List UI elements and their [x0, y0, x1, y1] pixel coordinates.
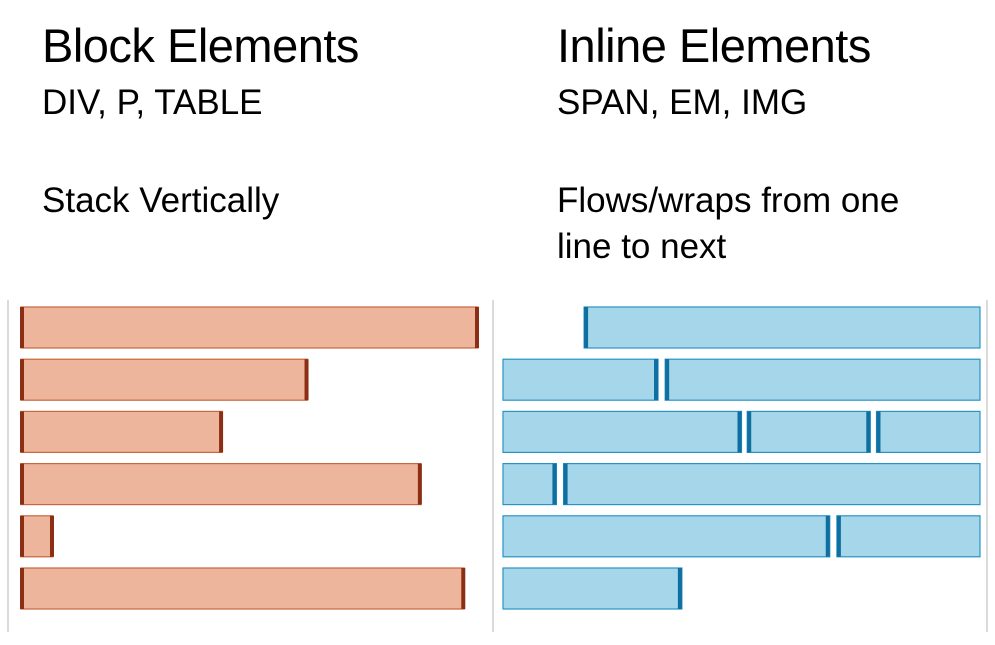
inline-description-line-1: Flows/wraps from one — [557, 181, 900, 220]
block-bar-start-marker — [20, 411, 24, 453]
inline-segment — [502, 515, 831, 558]
block-bar-start-marker — [20, 515, 24, 557]
inline-segment-end-marker — [677, 568, 682, 609]
inline-segment — [502, 567, 683, 610]
block-bar-end-marker — [475, 307, 479, 348]
inline-segment — [875, 410, 981, 453]
block-bars — [20, 306, 479, 610]
inline-segment-start-marker — [747, 411, 752, 453]
block-bar-end-marker — [49, 515, 54, 557]
inline-elements-description: Flows/wraps from one line to next — [557, 178, 977, 270]
inline-segment — [836, 515, 981, 558]
block-bar-end-marker — [219, 411, 224, 453]
block-bar-end-marker — [461, 568, 466, 609]
block-bar-end-marker — [304, 359, 309, 401]
inline-segment — [583, 306, 981, 349]
inline-segment — [562, 463, 981, 506]
inline-elements-examples: SPAN, EM, IMG — [557, 83, 808, 122]
inline-segment-start-marker — [836, 515, 841, 557]
block-bar-start-marker — [20, 307, 24, 348]
block-bar-start-marker — [20, 359, 24, 401]
inline-segment-start-marker — [665, 359, 670, 401]
inline-segment-end-marker — [654, 359, 659, 401]
block-bar — [20, 515, 54, 558]
block-elements-description: Stack Vertically — [42, 181, 280, 220]
inline-segment — [502, 358, 659, 401]
inline-bars — [502, 306, 981, 610]
inline-segment — [502, 410, 743, 453]
inline-segment-end-marker — [825, 515, 830, 557]
block-bar-start-marker — [20, 463, 24, 505]
block-bar — [20, 410, 223, 453]
block-bar — [20, 358, 309, 401]
inline-elements-title: Inline Elements — [557, 19, 871, 72]
diagram-guides — [7, 300, 988, 632]
inline-segment — [664, 358, 981, 401]
block-elements-title: Block Elements — [42, 19, 359, 72]
inline-segment — [502, 463, 558, 506]
inline-segment-start-marker — [584, 307, 589, 348]
inline-segment-start-marker — [563, 463, 568, 505]
inline-segment-end-marker — [737, 411, 742, 453]
inline-segment-start-marker — [876, 411, 881, 453]
block-bar-start-marker — [20, 568, 24, 609]
block-bar — [20, 463, 422, 506]
inline-segment-end-marker — [866, 411, 871, 453]
inline-description-line-2: line to next — [557, 227, 727, 266]
inline-segment — [746, 410, 871, 453]
block-bar-end-marker — [417, 463, 422, 505]
block-bar — [20, 567, 465, 610]
block-bar — [20, 306, 479, 349]
inline-segment-end-marker — [552, 463, 557, 505]
block-elements-examples: DIV, P, TABLE — [42, 83, 263, 122]
